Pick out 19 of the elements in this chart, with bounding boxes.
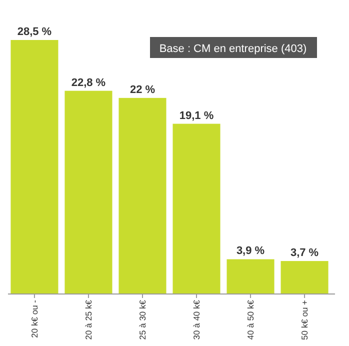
x-tick-label: 25 à 30 k€ bbox=[137, 300, 148, 340]
data-label: 22,8 % bbox=[71, 76, 106, 89]
x-tick-label: 50 k€ ou + bbox=[300, 300, 310, 340]
bar bbox=[10, 40, 58, 294]
bar bbox=[172, 124, 220, 294]
data-label: 19,1 % bbox=[179, 110, 214, 122]
bar bbox=[118, 98, 166, 294]
data-label: 28,5 % bbox=[17, 26, 52, 38]
x-tick-label: 30 à 40 k€ bbox=[192, 300, 202, 340]
x-tick-label: 20 à 25 k€ bbox=[83, 300, 94, 340]
data-label: 3,7 % bbox=[290, 247, 319, 260]
data-label: 22 % bbox=[130, 84, 156, 96]
annotation: Base : CM en entreprise (403) bbox=[159, 43, 307, 55]
data-label: 3,9 % bbox=[236, 245, 265, 258]
x-tick-label: 40 à 50 k€ bbox=[246, 300, 256, 340]
bar bbox=[226, 259, 274, 294]
bar bbox=[280, 261, 328, 294]
bar bbox=[64, 90, 112, 294]
x-tick-label: 20 k€ ou - bbox=[29, 300, 40, 338]
